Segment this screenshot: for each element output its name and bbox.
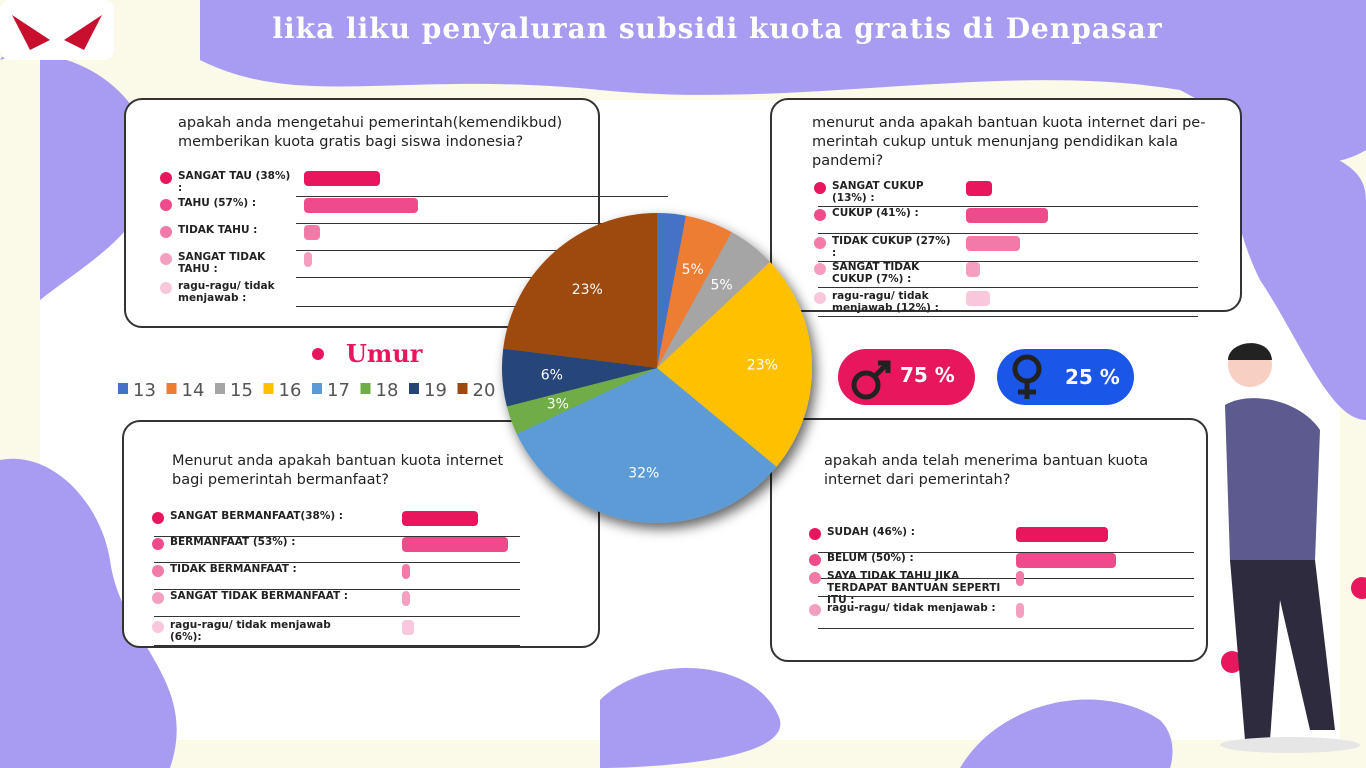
answer-label: SANGAT TIDAK BERMANFAAT : bbox=[170, 590, 348, 602]
answer-dot bbox=[152, 538, 164, 550]
answer-bar bbox=[1016, 571, 1024, 586]
answer-dot bbox=[152, 512, 164, 524]
answer-dot bbox=[814, 182, 826, 194]
answer-bar bbox=[304, 225, 320, 240]
row-rule bbox=[296, 250, 668, 251]
answer-label: SUDAH (46%) : bbox=[827, 526, 915, 538]
row-rule bbox=[818, 596, 1194, 597]
row-rule bbox=[818, 261, 1198, 262]
answer-dot bbox=[814, 292, 826, 304]
answer-bar bbox=[1016, 553, 1116, 568]
row-rule bbox=[818, 552, 1194, 553]
answer-label: SANGAT CUKUP (13%) : bbox=[832, 180, 924, 204]
answer-dot bbox=[809, 572, 821, 584]
answer-bar bbox=[304, 252, 312, 267]
answer-label: SAYA TIDAK TAHU JIKA TERDAPAT BANTUAN SE… bbox=[827, 570, 1001, 606]
answer-dot bbox=[160, 253, 172, 265]
answer-bar bbox=[966, 236, 1020, 251]
row-rule bbox=[296, 196, 668, 197]
answer-bar bbox=[1016, 603, 1024, 618]
answer-dot bbox=[809, 528, 821, 540]
answer-label: BERMANFAAT (53%) : bbox=[170, 536, 296, 548]
answer-bar bbox=[966, 291, 990, 306]
answer-label: TIDAK CUKUP (27%) : bbox=[832, 235, 951, 259]
answer-label: SANGAT TIDAK CUKUP (7%) : bbox=[832, 261, 920, 285]
answer-dot bbox=[160, 199, 172, 211]
row-rule bbox=[818, 287, 1198, 288]
answer-dot bbox=[160, 282, 172, 294]
answer-dot bbox=[160, 172, 172, 184]
row-rule bbox=[154, 589, 520, 590]
answer-bar bbox=[402, 511, 478, 526]
answer-label: ragu-ragu/ tidak menjawab (12%) : bbox=[832, 290, 939, 314]
row-rule bbox=[818, 233, 1198, 234]
row-rule bbox=[296, 306, 668, 307]
page-title: lika liku penyaluran subsidi kuota grati… bbox=[272, 12, 1163, 45]
answer-dot bbox=[814, 209, 826, 221]
question-panel: apakah anda telah menerima bantuan kuota… bbox=[770, 418, 1208, 662]
row-rule bbox=[818, 316, 1198, 317]
question-panel: apakah anda mengetahui pemerintah(kemend… bbox=[124, 98, 668, 328]
answer-bar bbox=[402, 564, 410, 579]
answer-bar bbox=[966, 181, 992, 196]
answer-label: ragu-ragu/ tidak menjawab : bbox=[178, 280, 275, 304]
row-rule bbox=[818, 578, 1194, 579]
question: apakah anda telah menerima bantuan kuota… bbox=[824, 453, 1149, 488]
answer-label: CUKUP (41%) : bbox=[832, 207, 919, 219]
row-rule bbox=[296, 277, 668, 278]
male-icon bbox=[851, 360, 891, 400]
male-percent: 75 % bbox=[900, 363, 955, 387]
row-rule bbox=[154, 645, 520, 646]
answer-label: ragu-ragu/ tidak menjawab : bbox=[827, 602, 996, 614]
row-rule bbox=[818, 628, 1194, 629]
question-panel: menurut anda apakah bantuan kuota intern… bbox=[770, 98, 1242, 317]
answer-bar bbox=[402, 591, 410, 606]
question: Menurut anda apakah bantuan kuota intern… bbox=[172, 453, 504, 488]
male-pill: 75 % bbox=[838, 349, 975, 405]
question: apakah anda mengetahui pemerintah(kemend… bbox=[178, 115, 563, 150]
female-percent: 25 % bbox=[1065, 365, 1120, 389]
answer-label: SANGAT BERMANFAAT(38%) : bbox=[170, 510, 343, 522]
answer-dot bbox=[814, 263, 826, 275]
row-rule bbox=[296, 223, 668, 224]
female-icon bbox=[1012, 354, 1042, 399]
row-rule bbox=[154, 616, 520, 617]
female-pill: 25 % bbox=[997, 349, 1134, 405]
answer-dot bbox=[809, 554, 821, 566]
answer-dot bbox=[152, 621, 164, 633]
row-rule bbox=[154, 536, 520, 537]
answer-label: SANGAT TAU (38%) : bbox=[178, 170, 291, 194]
answer-dot bbox=[814, 237, 826, 249]
answer-bar bbox=[304, 198, 418, 213]
answer-dot bbox=[152, 565, 164, 577]
answer-label: ragu-ragu/ tidak menjawab (6%): bbox=[170, 619, 331, 643]
answer-bar bbox=[304, 171, 380, 186]
answer-dot bbox=[152, 592, 164, 604]
row-rule bbox=[818, 206, 1198, 207]
question: menurut anda apakah bantuan kuota intern… bbox=[812, 115, 1206, 169]
answer-dot bbox=[160, 226, 172, 238]
answer-label: SANGAT TIDAK TAHU : bbox=[178, 251, 266, 275]
answer-bar bbox=[402, 537, 508, 552]
question-panel: Menurut anda apakah bantuan kuota intern… bbox=[122, 420, 600, 648]
row-rule bbox=[154, 562, 520, 563]
answer-dot bbox=[809, 604, 821, 616]
answer-label: TIDAK BERMANFAAT : bbox=[170, 563, 297, 575]
answer-bar bbox=[966, 208, 1048, 223]
answer-label: TIDAK TAHU : bbox=[178, 224, 258, 236]
answer-bar bbox=[966, 262, 980, 277]
answer-bar bbox=[1016, 527, 1108, 542]
answer-bar bbox=[402, 620, 414, 635]
answer-label: BELUM (50%) : bbox=[827, 552, 914, 564]
answer-label: TAHU (57%) : bbox=[178, 197, 257, 209]
